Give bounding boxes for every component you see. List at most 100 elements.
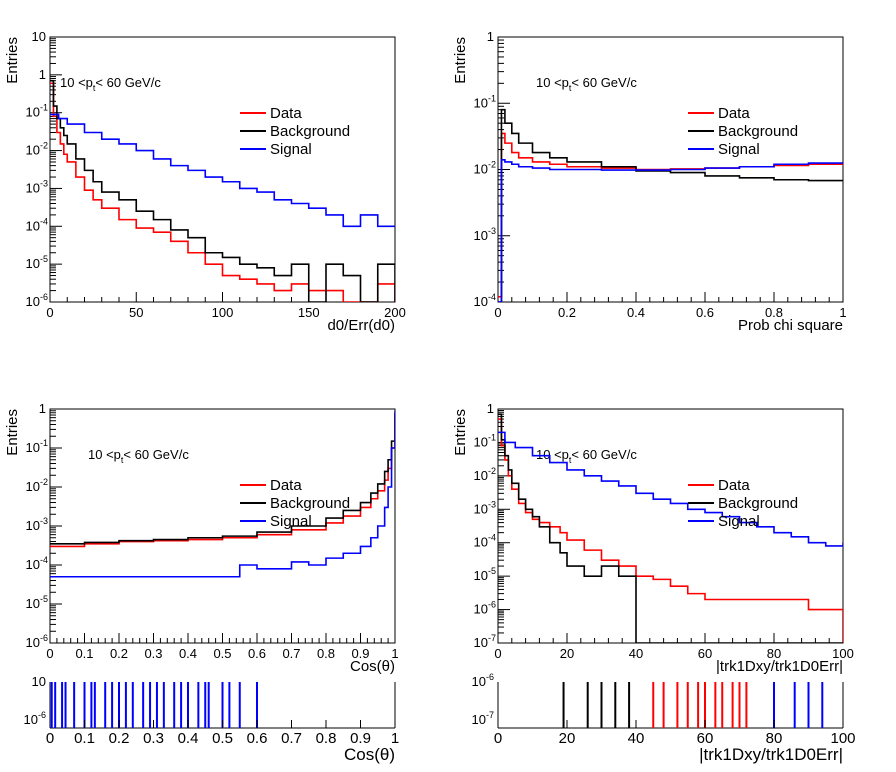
y-tick-base: 10 (474, 95, 488, 110)
annotation-sub: t (569, 83, 572, 93)
y-tick-exp: -3 (488, 499, 496, 509)
pt-range-annotation: 10 <pt< 60 GeV/c (88, 447, 189, 465)
strip-y-base: 10 (24, 712, 38, 727)
strip-x-tick-label: 0.4 (178, 730, 199, 747)
y-axis-title: Entries (4, 37, 21, 84)
y-tick-exp: -4 (40, 216, 48, 226)
x-tick-label: 0.6 (248, 646, 266, 661)
strip-x-tick-label: 0.6 (247, 730, 268, 747)
annotation-tail: < 60 GeV/c (571, 447, 637, 462)
x-tick-label: 0.6 (696, 305, 714, 320)
y-tick-exp: -3 (488, 226, 496, 236)
y-tick-base: 10 (26, 218, 40, 233)
legend-label-data: Data (270, 105, 302, 122)
y-tick-label: 10-5 (474, 566, 496, 583)
annotation-main: 10 <p (536, 447, 569, 462)
x-tick-label: 0.9 (351, 646, 369, 661)
legend-label-background: Background (270, 123, 350, 140)
x-tick-label: 0 (46, 305, 53, 320)
annotation-tail: < 60 GeV/c (571, 75, 637, 90)
x-tick-label: 0.8 (317, 646, 335, 661)
y-tick-base: 10 (26, 143, 40, 158)
y-tick-exp: -2 (488, 466, 496, 476)
strip-y-base: 10 (32, 674, 46, 689)
y-tick-label: 10-2 (26, 477, 48, 494)
strip-y-label: 10-6 (24, 710, 46, 727)
strip-x-tick-label: 100 (830, 730, 855, 747)
strip-x-axis-title: Cos(θ) (344, 745, 395, 764)
y-tick-label: 10-1 (474, 432, 496, 449)
y-tick-exp: -6 (40, 633, 48, 643)
pt-range-annotation: 10 <pt< 60 GeV/c (536, 75, 637, 93)
strip-y-exp: -6 (486, 672, 494, 682)
x-tick-label: 100 (212, 305, 234, 320)
strip-x-tick-label: 0.1 (74, 730, 95, 747)
strip-x-tick-label: 0.9 (350, 730, 371, 747)
y-tick-base: 10 (26, 479, 40, 494)
y-tick-exp: -2 (40, 141, 48, 151)
y-tick-label: 10-3 (26, 516, 48, 533)
strip-y-exp: -6 (38, 710, 46, 720)
series-line-background (50, 79, 395, 302)
y-tick-label: 1 (39, 67, 46, 82)
strip-y-base: 10 (472, 674, 486, 689)
annotation-sub: t (121, 455, 124, 465)
y-tick-base: 10 (474, 501, 488, 516)
y-tick-label: 10-6 (474, 600, 496, 617)
strip-x-tick-label: 40 (628, 730, 645, 747)
y-tick-base: 10 (474, 535, 488, 550)
x-tick-label: 0 (46, 646, 53, 661)
y-tick-base: 10 (474, 228, 488, 243)
y-tick-exp: -1 (488, 432, 496, 442)
x-tick-label: 0 (494, 305, 501, 320)
y-tick-exp: -3 (40, 516, 48, 526)
y-axis-title: Entries (4, 409, 21, 456)
strip-y-exp: -7 (486, 710, 494, 720)
y-tick-exp: -5 (488, 566, 496, 576)
strip-y-label: 10-7 (472, 710, 494, 727)
x-axis-title: Prob chi square (738, 317, 843, 334)
y-tick-base: 10 (474, 568, 488, 583)
y-tick-exp: -7 (488, 633, 496, 643)
x-tick-label: 0.8 (765, 305, 783, 320)
y-tick-base: 10 (474, 635, 488, 650)
legend-label-background: Background (718, 495, 798, 512)
y-tick-exp: -2 (488, 160, 496, 170)
y-tick-label: 10-5 (26, 254, 48, 271)
y-tick-base: 10 (474, 602, 488, 617)
y-tick-base: 10 (26, 294, 40, 309)
y-tick-base: 10 (26, 440, 40, 455)
y-tick-exp: -6 (488, 600, 496, 610)
y-tick-base: 10 (26, 180, 40, 195)
series-line-signal (498, 159, 843, 302)
annotation-tail: < 60 GeV/c (95, 75, 161, 90)
x-tick-label: 200 (384, 305, 406, 320)
y-tick-label: 10-6 (26, 292, 48, 309)
series-line-signal (498, 431, 843, 547)
legend-label-signal: Signal (270, 141, 312, 158)
y-tick-label: 10-3 (474, 499, 496, 516)
strip-y-label: 10-6 (472, 672, 494, 689)
annotation-main: 10 <p (88, 447, 121, 462)
y-tick-base: 10 (26, 557, 40, 572)
series-line-signal (50, 410, 395, 578)
strip-x-tick-label: 0.3 (143, 730, 164, 747)
strip-x-tick-label: 60 (697, 730, 714, 747)
strip-x-tick-label: 0 (494, 730, 502, 747)
strip-x-tick-label: 20 (559, 730, 576, 747)
y-tick-base: 10 (26, 518, 40, 533)
annotation-main: 10 <p (536, 75, 569, 90)
y-tick-base: 10 (474, 162, 488, 177)
y-tick-exp: -1 (488, 93, 496, 103)
x-tick-label: 80 (767, 646, 781, 661)
legend-label-signal: Signal (718, 513, 760, 530)
series-line-background (498, 413, 843, 643)
y-tick-label: 10-3 (474, 226, 496, 243)
y-tick-exp: -2 (40, 477, 48, 487)
x-tick-label: 40 (629, 646, 643, 661)
x-tick-label: 100 (832, 646, 854, 661)
annotation-sub: t (93, 83, 96, 93)
legend-label-data: Data (718, 477, 750, 494)
